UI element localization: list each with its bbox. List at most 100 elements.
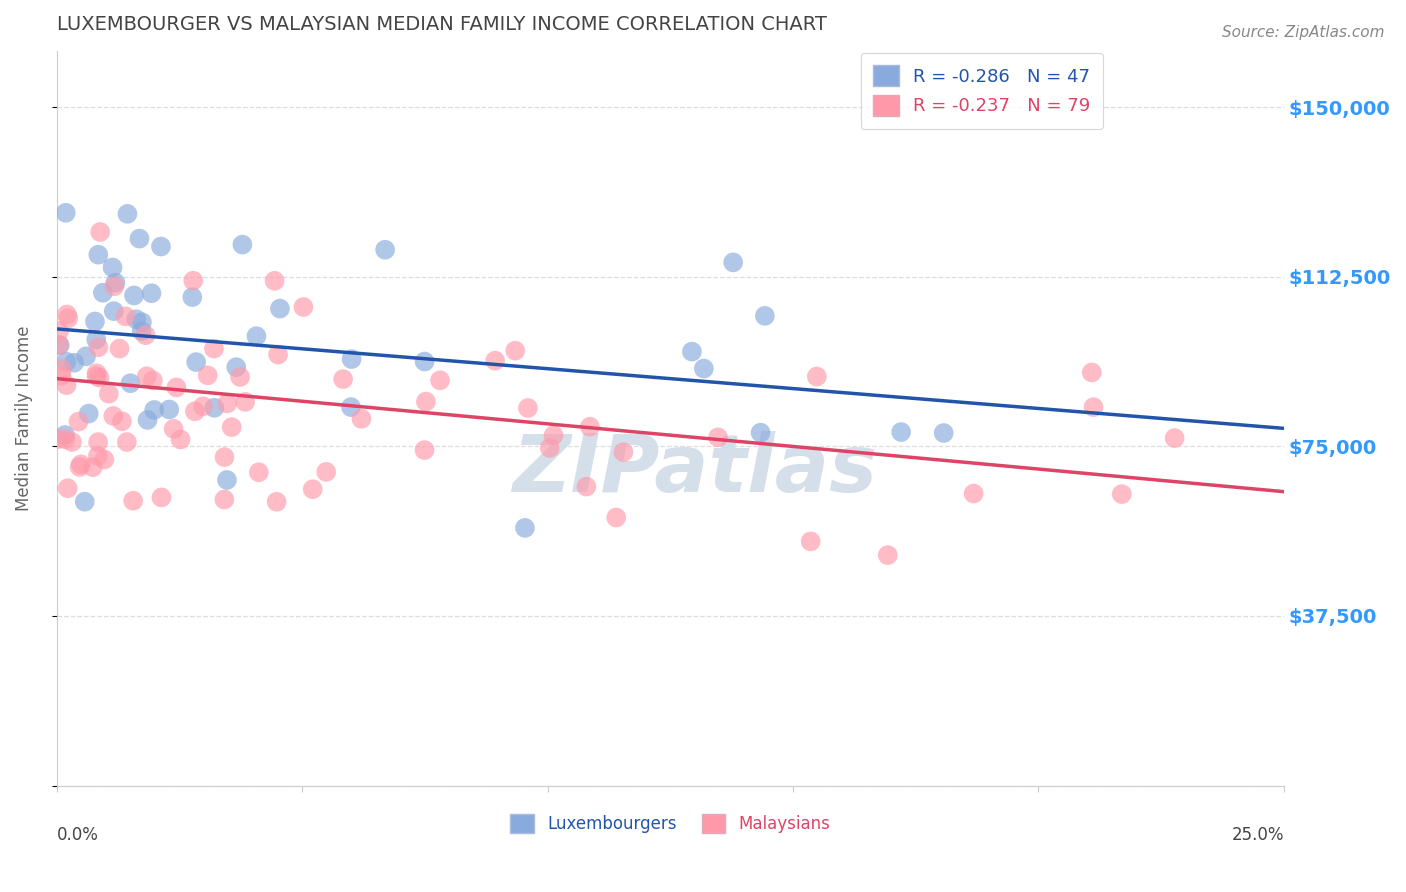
Point <box>350 411 373 425</box>
Point <box>108 342 131 356</box>
Point <box>157 402 180 417</box>
Point <box>315 465 337 479</box>
Point <box>84 314 107 328</box>
Point <box>247 465 270 479</box>
Point <box>721 255 744 269</box>
Text: ZIPatlas: ZIPatlas <box>512 431 877 508</box>
Point <box>135 328 157 343</box>
Point <box>48 338 70 352</box>
Point <box>93 452 115 467</box>
Point <box>749 425 772 440</box>
Point <box>150 491 173 505</box>
Point <box>87 449 110 463</box>
Point <box>605 510 627 524</box>
Point <box>82 460 104 475</box>
Point <box>103 409 125 423</box>
Point <box>70 458 93 472</box>
Point <box>197 368 219 383</box>
Text: LUXEMBOURGER VS MALAYSIAN MEDIAN FAMILY INCOME CORRELATION CHART: LUXEMBOURGER VS MALAYSIAN MEDIAN FAMILY … <box>56 15 827 34</box>
Point <box>84 333 107 347</box>
Point <box>579 419 602 434</box>
Point <box>800 534 823 549</box>
Point <box>245 329 267 343</box>
Point <box>575 479 598 493</box>
Y-axis label: Median Family Income: Median Family Income <box>15 326 32 511</box>
Point <box>1083 400 1105 414</box>
Point <box>56 481 79 495</box>
Point <box>55 354 77 368</box>
Point <box>513 521 536 535</box>
Point <box>932 425 955 440</box>
Point <box>114 310 136 324</box>
Point <box>136 413 159 427</box>
Point <box>48 432 70 446</box>
Point <box>1163 431 1185 445</box>
Point <box>184 404 207 418</box>
Point <box>413 354 436 368</box>
Point <box>120 376 142 391</box>
Point <box>141 286 163 301</box>
Point <box>181 274 204 288</box>
Point <box>214 492 236 507</box>
Point <box>48 338 70 352</box>
Point <box>214 450 236 464</box>
Point <box>111 414 134 428</box>
Point <box>143 403 166 417</box>
Point <box>693 361 716 376</box>
Point <box>415 394 437 409</box>
Point <box>229 370 252 384</box>
Point <box>115 435 138 450</box>
Point <box>86 366 108 380</box>
Point <box>292 300 315 314</box>
Point <box>1081 366 1104 380</box>
Text: Source: ZipAtlas.com: Source: ZipAtlas.com <box>1222 25 1385 40</box>
Point <box>101 260 124 275</box>
Point <box>484 353 506 368</box>
Point <box>117 207 139 221</box>
Point <box>86 369 108 384</box>
Point <box>202 342 225 356</box>
Point <box>413 443 436 458</box>
Point <box>374 243 396 257</box>
Point <box>233 395 256 409</box>
Point <box>186 355 208 369</box>
Point <box>612 445 634 459</box>
Point <box>104 276 127 290</box>
Point <box>517 401 540 415</box>
Point <box>67 415 90 429</box>
Point <box>56 308 79 322</box>
Point <box>149 239 172 253</box>
Point <box>142 373 165 387</box>
Point <box>890 425 912 439</box>
Point <box>340 400 363 414</box>
Point <box>169 433 191 447</box>
Point <box>503 343 526 358</box>
Point <box>962 486 984 500</box>
Point <box>131 324 153 338</box>
Point <box>77 407 100 421</box>
Point <box>48 324 70 338</box>
Point <box>51 362 73 376</box>
Point <box>340 352 363 367</box>
Point <box>89 370 111 384</box>
Point <box>63 356 86 370</box>
Point <box>51 368 73 383</box>
Point <box>266 495 288 509</box>
Point <box>707 430 730 444</box>
Point <box>429 373 451 387</box>
Point <box>538 441 561 455</box>
Point <box>73 494 96 508</box>
Point <box>806 369 828 384</box>
Point <box>122 493 145 508</box>
Point <box>221 420 243 434</box>
Point <box>55 432 77 446</box>
Point <box>97 386 120 401</box>
Text: 25.0%: 25.0% <box>1232 826 1284 844</box>
Point <box>125 312 148 326</box>
Point <box>543 428 565 442</box>
Point <box>263 274 285 288</box>
Point <box>301 482 323 496</box>
Point <box>91 285 114 300</box>
Point <box>131 315 153 329</box>
Point <box>225 360 247 375</box>
